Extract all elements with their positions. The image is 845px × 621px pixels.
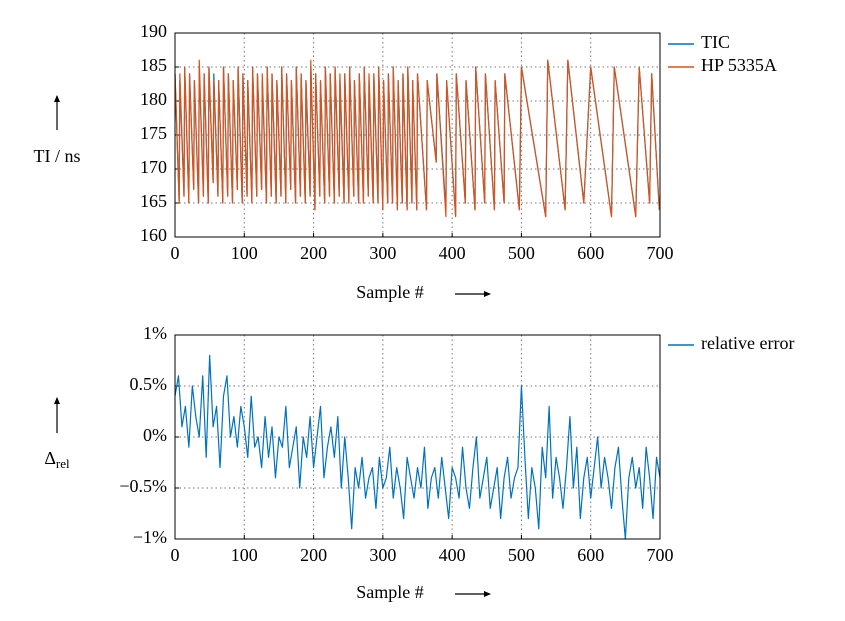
x-tick-label: 200 <box>300 243 327 263</box>
y-tick-label: 175 <box>140 123 167 143</box>
x-tick-label: 400 <box>439 243 466 263</box>
y-axis-label: TI / ns <box>34 146 81 166</box>
y-axis-label-sub: rel <box>56 456 70 471</box>
y-tick-label: 165 <box>140 191 167 211</box>
data-line <box>174 354 661 540</box>
legend-label: relative error <box>701 333 794 353</box>
x-tick-label: 300 <box>369 545 396 565</box>
y-tick-label: 180 <box>140 89 167 109</box>
legend-label: TIC <box>701 32 730 52</box>
y-tick-label: 190 <box>140 21 167 41</box>
x-tick-label: 600 <box>577 243 604 263</box>
plot-frame <box>174 32 661 238</box>
x-axis-label: Sample # <box>356 582 424 602</box>
data-line <box>174 59 660 218</box>
y-tick-label: 185 <box>140 55 167 75</box>
y-tick-label: 170 <box>140 157 167 177</box>
x-tick-label: 500 <box>508 243 535 263</box>
plot-frame <box>174 334 661 540</box>
y-tick-label: 160 <box>140 225 167 245</box>
x-tick-label: 0 <box>171 243 180 263</box>
x-tick-label: 400 <box>439 545 466 565</box>
y-tick-label: −0.5% <box>119 476 167 496</box>
x-tick-label: 600 <box>577 545 604 565</box>
legend-label: HP 5335A <box>701 55 777 75</box>
x-axis-label: Sample # <box>356 282 424 302</box>
x-tick-label: 100 <box>231 243 258 263</box>
x-tick-label: 200 <box>300 545 327 565</box>
x-tick-label: 500 <box>508 545 535 565</box>
y-axis-label: Δrel <box>44 448 70 471</box>
y-tick-label: −1% <box>133 527 167 547</box>
x-tick-label: 700 <box>647 243 674 263</box>
y-axis-label-main: TI / ns <box>34 146 81 166</box>
x-tick-label: 100 <box>231 545 258 565</box>
x-tick-label: 0 <box>171 545 180 565</box>
x-tick-label: 700 <box>647 545 674 565</box>
y-axis-label-main: Δ <box>44 448 56 468</box>
x-tick-label: 300 <box>369 243 396 263</box>
y-tick-label: 1% <box>143 323 167 343</box>
y-tick-label: 0.5% <box>130 374 168 394</box>
y-tick-label: 0% <box>143 425 167 445</box>
